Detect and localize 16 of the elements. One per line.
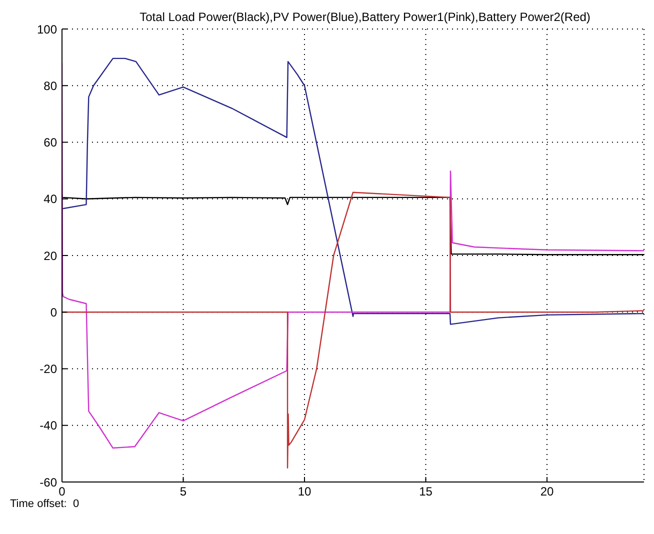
line-series: [62, 58, 644, 325]
x-tick-label: 10: [298, 484, 312, 499]
y-tick-label: -40: [40, 418, 58, 433]
y-tick-label: 80: [44, 78, 58, 93]
x-tick-label: 5: [180, 484, 187, 499]
chart-title: Total Load Power(Black),PV Power(Blue),Battery Power1(Pink),Battery Power2(Red): [138, 10, 592, 24]
y-tick-label: -60: [40, 475, 58, 490]
y-tick-label: 40: [44, 192, 58, 206]
y-tick-label: -20: [40, 362, 58, 376]
y-tick-label: 100: [36, 22, 58, 36]
x-tick-label: 20: [540, 484, 554, 499]
x-tick-label: 15: [419, 484, 433, 499]
text: Time offset: 0: [10, 498, 80, 510]
y-tick-label: 60: [44, 136, 58, 150]
y-tick-label: 0: [50, 305, 58, 320]
y-tick-label: 20: [44, 248, 58, 263]
